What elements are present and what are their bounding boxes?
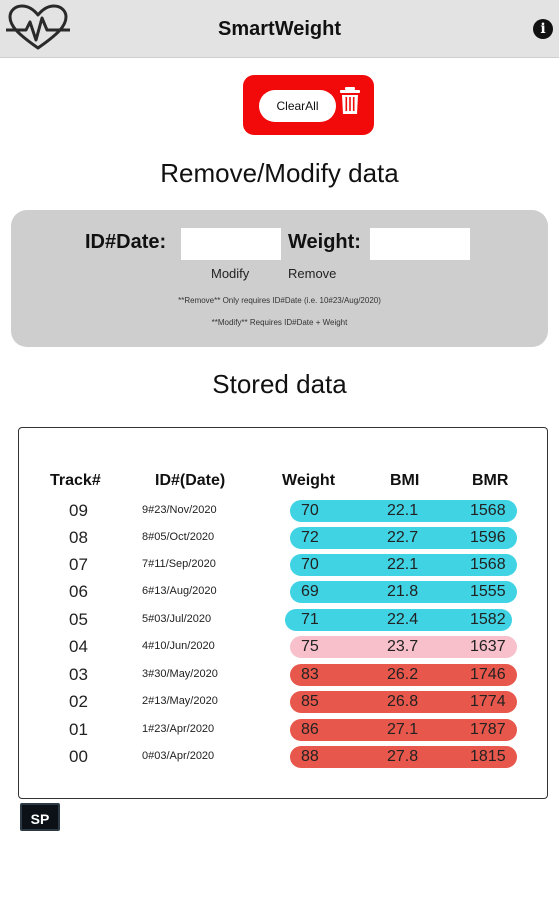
track-cell: 00 (69, 747, 88, 766)
stored-data-title: Stored data (212, 369, 347, 399)
id-date-cell: 1#23/Apr/2020 (142, 723, 215, 735)
status-pill (285, 609, 512, 631)
remove-modify-form: ID#Date: Weight: Modify Remove **Remove*… (11, 210, 548, 347)
status-pill (290, 664, 517, 686)
weight-cell: 70 (301, 556, 319, 573)
track-cell: 02 (69, 692, 88, 711)
info-icon[interactable]: i (533, 19, 553, 39)
id-date-cell: 2#13/May/2020 (142, 695, 218, 707)
id-date-cell: 3#30/May/2020 (142, 668, 218, 680)
bmi-cell: 22.1 (387, 556, 419, 573)
weight-input[interactable] (370, 228, 470, 260)
weight-cell: 83 (301, 666, 319, 683)
id-date-cell: 8#05/Oct/2020 (142, 531, 215, 543)
weight-cell: 71 (301, 611, 319, 628)
track-cell: 03 (69, 665, 88, 684)
bmr-cell: 1555 (470, 583, 506, 600)
id-date-input[interactable] (181, 228, 281, 260)
remove-button[interactable]: Remove (288, 266, 337, 281)
track-cell: 09 (69, 501, 88, 520)
table-row: 07 7#11/Sep/2020 70 22.1 1568 (19, 552, 547, 579)
bmr-cell: 1568 (470, 502, 506, 519)
status-pill (290, 527, 517, 549)
remove-note: **Remove** Only requires ID#Date (i.e. 1… (178, 296, 381, 305)
track-cell: 07 (69, 555, 88, 574)
bmr-cell: 1746 (470, 666, 506, 683)
sp-badge[interactable]: SP (20, 803, 60, 831)
table-row: 09 9#23/Nov/2020 70 22.1 1568 (19, 498, 547, 525)
bmi-cell: 21.8 (387, 583, 419, 600)
table-row: 03 3#30/May/2020 83 26.2 1746 (19, 662, 547, 689)
col-header-bmr: BMR (472, 472, 509, 489)
id-date-cell: 5#03/Jul/2020 (142, 613, 212, 625)
track-cell: 01 (69, 720, 88, 739)
track-cell: 06 (69, 582, 88, 601)
bmr-cell: 1774 (470, 693, 506, 710)
bmr-cell: 1787 (470, 721, 506, 738)
remove-modify-title: Remove/Modify data (160, 158, 399, 188)
bmr-cell: 1596 (470, 529, 506, 546)
status-pill (290, 554, 517, 576)
status-pill (290, 746, 517, 768)
col-header-track: Track# (50, 472, 101, 489)
bmi-cell: 22.1 (387, 502, 419, 519)
status-pill (290, 636, 517, 658)
bmr-cell: 1568 (470, 556, 506, 573)
bmr-cell: 1637 (470, 638, 506, 655)
bmi-cell: 27.1 (387, 721, 419, 738)
weight-label: Weight: (288, 231, 361, 253)
bmi-cell: 26.2 (387, 666, 419, 683)
id-date-cell: 7#11/Sep/2020 (142, 558, 216, 570)
bmi-cell: 26.8 (387, 693, 419, 710)
bmi-cell: 22.4 (387, 611, 419, 628)
col-header-weight: Weight (282, 472, 336, 489)
status-pill (290, 500, 517, 522)
bmi-cell: 27.8 (387, 748, 419, 765)
id-date-cell: 6#13/Aug/2020 (142, 585, 217, 597)
table-row: 02 2#13/May/2020 85 26.8 1774 (19, 689, 547, 716)
table-row: 04 4#10/Jun/2020 75 23.7 1637 (19, 634, 547, 661)
col-header-bmi: BMI (390, 472, 420, 489)
status-pill (290, 691, 517, 713)
id-date-cell: 9#23/Nov/2020 (142, 504, 217, 516)
modify-note: **Modify** Requires ID#Date + Weight (211, 318, 348, 327)
table-row: 08 8#05/Oct/2020 72 22.7 1596 (19, 525, 547, 552)
id-date-cell: 0#03/Apr/2020 (142, 750, 215, 762)
table-row: 06 6#13/Aug/2020 69 21.8 1555 (19, 579, 547, 606)
weight-cell: 75 (301, 638, 319, 655)
trash-icon[interactable] (339, 87, 361, 115)
stored-data-table: Track# ID#(Date) Weight BMI BMR 09 9#23/N… (18, 427, 548, 799)
weight-cell: 69 (301, 583, 319, 600)
bmr-cell: 1582 (470, 611, 506, 628)
clear-all-button[interactable]: ClearAll (259, 90, 336, 122)
col-header-id-date: ID#(Date) (155, 472, 226, 489)
app-header: SmartWeight i (0, 0, 559, 58)
table-row: 01 1#23/Apr/2020 86 27.1 1787 (19, 717, 547, 744)
status-pill (290, 719, 517, 741)
app-title: SmartWeight (218, 18, 341, 40)
track-cell: 08 (69, 528, 88, 547)
bmi-cell: 22.7 (387, 529, 419, 546)
track-cell: 04 (69, 637, 88, 656)
track-cell: 05 (69, 610, 88, 629)
weight-cell: 72 (301, 529, 319, 546)
status-pill (290, 581, 517, 603)
weight-cell: 88 (301, 748, 319, 765)
heart-pulse-icon (6, 4, 70, 50)
weight-cell: 85 (301, 693, 319, 710)
clear-all-panel: ClearAll (243, 75, 374, 135)
table-row: 00 0#03/Apr/2020 88 27.8 1815 (19, 744, 547, 771)
bmi-cell: 23.7 (387, 638, 419, 655)
modify-button[interactable]: Modify (211, 266, 250, 281)
weight-cell: 70 (301, 502, 319, 519)
table-row: 05 5#03/Jul/2020 71 22.4 1582 (19, 607, 547, 634)
weight-cell: 86 (301, 721, 319, 738)
bmr-cell: 1815 (470, 748, 506, 765)
id-date-cell: 4#10/Jun/2020 (142, 640, 215, 652)
id-date-label: ID#Date: (85, 231, 167, 253)
